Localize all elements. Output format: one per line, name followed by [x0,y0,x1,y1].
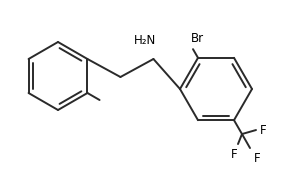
Text: F: F [231,148,237,161]
Text: F: F [254,152,261,165]
Text: Br: Br [191,32,204,45]
Text: H₂N: H₂N [134,34,156,47]
Text: F: F [260,124,267,136]
